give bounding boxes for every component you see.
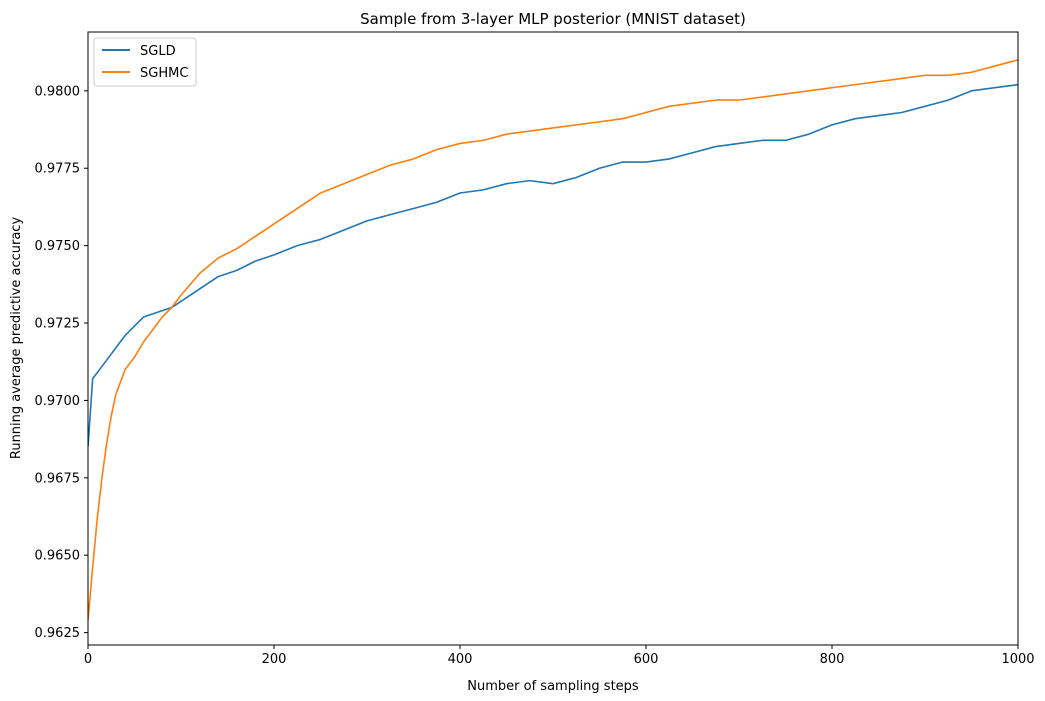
y-tick-label: 0.9675	[35, 471, 81, 486]
legend-label-sghmc: SGHMC	[140, 66, 188, 81]
y-tick-label: 0.9650	[35, 549, 81, 564]
legend-label-sgld: SGLD	[140, 44, 176, 59]
x-tick-label: 400	[448, 652, 473, 667]
x-tick-label: 0	[84, 652, 92, 667]
y-axis-label: Running average predictive accuracy	[9, 217, 24, 460]
y-tick-label: 0.9700	[35, 394, 81, 409]
plot-area	[87, 31, 1019, 646]
chart-title: Sample from 3-layer MLP posterior (MNIST…	[360, 10, 746, 28]
x-tick-label: 800	[820, 652, 845, 667]
y-axis: 0.9625 0.9650 0.9675 0.9700 0.9725 0.9750 0.97…	[35, 84, 88, 641]
y-tick-label: 0.9775	[35, 162, 81, 177]
legend: SGLD SGHMC	[93, 37, 197, 87]
plot-frame	[87, 31, 1019, 646]
series-line-sgld	[88, 83, 1018, 447]
x-tick-label: 1000	[1001, 652, 1034, 667]
x-axis: 0 200 400 600 800 1000	[84, 645, 1035, 667]
y-tick-label: 0.9800	[35, 84, 81, 99]
x-tick-label: 600	[634, 652, 659, 667]
y-tick-label: 0.9725	[35, 317, 81, 332]
y-tick-label: 0.9750	[35, 239, 81, 254]
x-axis-label: Number of sampling steps	[467, 679, 639, 694]
x-tick-label: 200	[262, 652, 287, 667]
y-tick-label: 0.9625	[35, 626, 81, 641]
series-line-sghmc	[88, 59, 1018, 621]
